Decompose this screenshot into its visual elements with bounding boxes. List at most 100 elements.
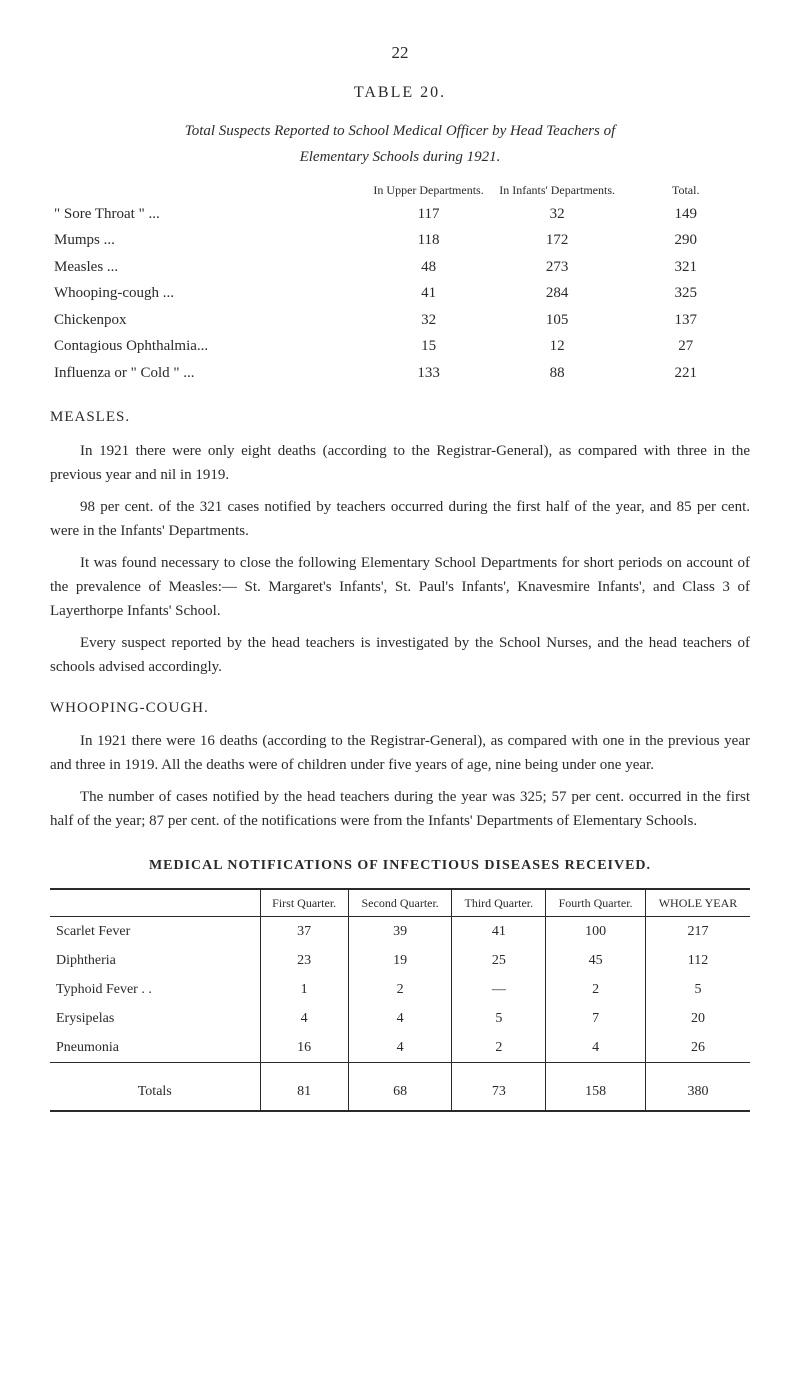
table-row: Measles ... 48 273 321 [50, 254, 750, 281]
cell: 32 [364, 307, 493, 334]
cell: 4 [348, 1004, 452, 1033]
whooping-p2: The number of cases notified by the head… [50, 785, 750, 833]
cell: 2 [452, 1033, 546, 1063]
table-row: Whooping-cough ... 41 284 325 [50, 280, 750, 307]
cell: 4 [260, 1004, 348, 1033]
col-header-upper: In Upper Departments. [364, 179, 493, 201]
cell: 100 [546, 917, 646, 947]
col-q1: First Quarter. [260, 889, 348, 917]
cell: 19 [348, 946, 452, 975]
cell: 5 [452, 1004, 546, 1033]
cell: 12 [493, 333, 622, 360]
totals-row: Totals 81 68 73 158 380 [50, 1071, 750, 1111]
table-row: Chickenpox 32 105 137 [50, 307, 750, 334]
table-row: " Sore Throat " ... 117 32 149 [50, 201, 750, 228]
table-row: Pneumonia 16 4 2 4 26 [50, 1033, 750, 1063]
table20-title-line1: Total Suspects Reported to School Medica… [50, 120, 750, 143]
cell: 68 [348, 1071, 452, 1111]
cell: 7 [546, 1004, 646, 1033]
table-row: Influenza or " Cold " ... 133 88 221 [50, 360, 750, 387]
cell: 137 [621, 307, 750, 334]
notif-table: First Quarter. Second Quarter. Third Qua… [50, 888, 750, 1112]
cell: 325 [621, 280, 750, 307]
row-label: " Sore Throat " ... [50, 201, 364, 228]
whooping-heading: WHOOPING-COUGH. [50, 697, 750, 720]
col-q4: Fourth Quarter. [546, 889, 646, 917]
page-number: 22 [50, 40, 750, 66]
row-label: Mumps ... [50, 227, 364, 254]
measles-p4: Every suspect reported by the head teach… [50, 631, 750, 679]
cell: 88 [493, 360, 622, 387]
measles-p1: In 1921 there were only eight deaths (ac… [50, 439, 750, 487]
col-total: WHOLE YEAR [645, 889, 750, 917]
cell: — [452, 975, 546, 1004]
col-q3: Third Quarter. [452, 889, 546, 917]
measles-heading: MEASLES. [50, 406, 750, 429]
measles-p2: 98 per cent. of the 321 cases notified b… [50, 495, 750, 543]
cell: 45 [546, 946, 646, 975]
cell: 1 [260, 975, 348, 1004]
table-row: Scarlet Fever 37 39 41 100 217 [50, 917, 750, 947]
cell: 2 [546, 975, 646, 1004]
row-label: Influenza or " Cold " ... [50, 360, 364, 387]
cell: 221 [621, 360, 750, 387]
cell: 25 [452, 946, 546, 975]
cell: 73 [452, 1071, 546, 1111]
cell: 23 [260, 946, 348, 975]
totals-label: Totals [50, 1071, 260, 1111]
table20-title-line2: Elementary Schools during 1921. [50, 146, 750, 169]
cell: 41 [452, 917, 546, 947]
table20: In Upper Departments. In Infants' Depart… [50, 179, 750, 387]
cell: 81 [260, 1071, 348, 1111]
col-header-infants: In Infants' Departments. [493, 179, 622, 201]
cell: 217 [645, 917, 750, 947]
cell: 32 [493, 201, 622, 228]
cell: 273 [493, 254, 622, 281]
disease-label: Scarlet Fever [50, 917, 260, 947]
table-row: Mumps ... 118 172 290 [50, 227, 750, 254]
disease-label: Typhoid Fever . . [50, 975, 260, 1004]
row-label: Chickenpox [50, 307, 364, 334]
table-row: Typhoid Fever . . 1 2 — 2 5 [50, 975, 750, 1004]
cell: 158 [546, 1071, 646, 1111]
cell: 117 [364, 201, 493, 228]
cell: 26 [645, 1033, 750, 1063]
cell: 380 [645, 1071, 750, 1111]
table20-label: TABLE 20. [50, 81, 750, 105]
table-row: Erysipelas 4 4 5 7 20 [50, 1004, 750, 1033]
cell: 5 [645, 975, 750, 1004]
col-q2: Second Quarter. [348, 889, 452, 917]
cell: 16 [260, 1033, 348, 1063]
cell: 48 [364, 254, 493, 281]
cell: 4 [348, 1033, 452, 1063]
whooping-p1: In 1921 there were 16 deaths (according … [50, 729, 750, 777]
table-row: Diphtheria 23 19 25 45 112 [50, 946, 750, 975]
cell: 27 [621, 333, 750, 360]
cell: 112 [645, 946, 750, 975]
cell: 20 [645, 1004, 750, 1033]
cell: 39 [348, 917, 452, 947]
cell: 321 [621, 254, 750, 281]
measles-p3: It was found necessary to close the foll… [50, 551, 750, 623]
cell: 4 [546, 1033, 646, 1063]
row-label: Contagious Ophthalmia... [50, 333, 364, 360]
cell: 118 [364, 227, 493, 254]
table-row: Contagious Ophthalmia... 15 12 27 [50, 333, 750, 360]
disease-label: Diphtheria [50, 946, 260, 975]
cell: 105 [493, 307, 622, 334]
cell: 15 [364, 333, 493, 360]
cell: 41 [364, 280, 493, 307]
cell: 133 [364, 360, 493, 387]
cell: 172 [493, 227, 622, 254]
row-label: Measles ... [50, 254, 364, 281]
row-label: Whooping-cough ... [50, 280, 364, 307]
col-header-total: Total. [621, 179, 750, 201]
disease-label: Erysipelas [50, 1004, 260, 1033]
notif-title: MEDICAL NOTIFICATIONS OF INFECTIOUS DISE… [50, 855, 750, 876]
cell: 37 [260, 917, 348, 947]
cell: 290 [621, 227, 750, 254]
cell: 149 [621, 201, 750, 228]
cell: 284 [493, 280, 622, 307]
cell: 2 [348, 975, 452, 1004]
disease-label: Pneumonia [50, 1033, 260, 1063]
